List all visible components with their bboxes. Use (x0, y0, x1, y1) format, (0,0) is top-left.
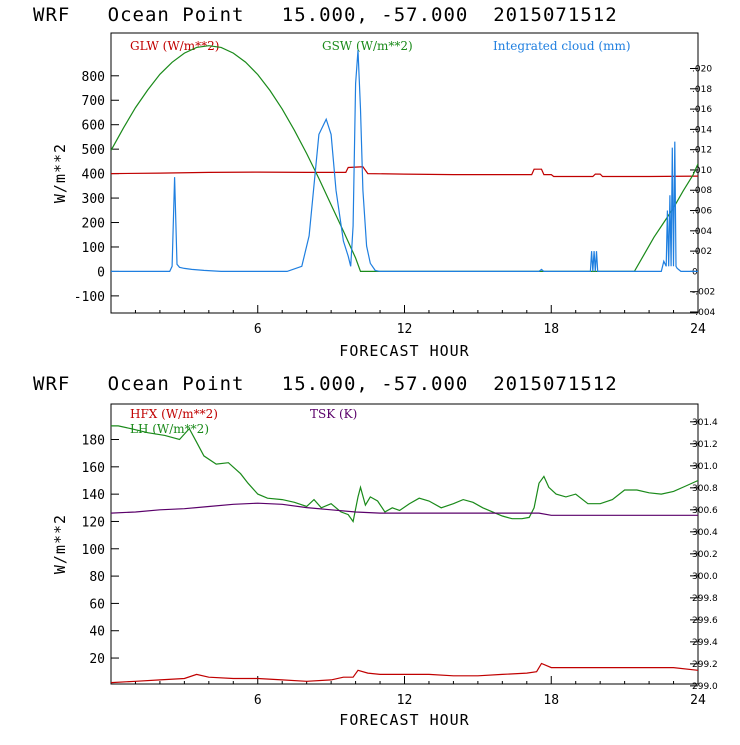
y2-tick-label: .004 (692, 227, 712, 237)
chart1-title: WRF Ocean Point 15.000, -57.000 20150715… (33, 4, 618, 26)
y-tick-label: 120 (82, 515, 105, 530)
y-tick-label: 100 (82, 543, 105, 558)
y-tick-label: 200 (82, 217, 105, 232)
x-tick-label: 12 (397, 693, 413, 708)
x-tick-label: 12 (397, 322, 413, 337)
y2-tick-label: 299.6 (692, 616, 718, 626)
chart1-series-0-line (111, 166, 698, 178)
chart2-legend-entry: HFX (W/m**2) (130, 407, 218, 421)
x-tick-label: 18 (543, 693, 559, 708)
y-tick-label: 600 (82, 119, 105, 134)
x-tick-label: 24 (690, 693, 706, 708)
y-tick-label: 400 (82, 168, 105, 183)
x-tick-label: 18 (543, 322, 559, 337)
chart1-legend-entry: Integrated cloud (mm) (493, 39, 631, 53)
chart1-legend-entry: GSW (W/m**2) (322, 39, 413, 53)
y2-tick-label: .016 (692, 105, 712, 115)
y2-tick-label: 300.8 (692, 484, 718, 494)
y2-tick-label: 301.2 (692, 440, 718, 450)
y-tick-label: 140 (82, 488, 105, 503)
chart1-series-1-line (111, 45, 698, 272)
y-tick-label: 800 (82, 70, 105, 85)
y2-tick-label: .018 (692, 85, 712, 95)
y2-tick-label: 300.6 (692, 506, 718, 516)
chart2-x-axis-label: FORECAST HOUR (339, 711, 469, 729)
y2-tick-label: 301.4 (692, 418, 718, 428)
y2-tick-label: .012 (692, 146, 712, 156)
y2-tick-label: 299.0 (692, 682, 718, 692)
y2-tick-label: 299.2 (692, 660, 718, 670)
y-tick-label: 60 (89, 597, 105, 612)
chart1-legend-entry: GLW (W/m**2) (130, 39, 219, 53)
chart2-series-2-line (111, 502, 698, 516)
y2-tick-label: 301.0 (692, 462, 718, 472)
y2-tick-label: 300.0 (692, 572, 718, 582)
chart2: 6 12 18 24 20 40 60 80 100 120 140 160 180 299.0 299.2… (51, 403, 718, 729)
y2-tick-label: .014 (692, 125, 712, 135)
y-tick-label: 0 (97, 265, 105, 280)
y2-tick-label: 299.8 (692, 594, 718, 604)
chart1-series-2-line (111, 50, 698, 272)
y2-tick-label: 299.4 (692, 638, 718, 648)
y2-tick-label: .020 (692, 65, 712, 75)
y2-tick-label: 300.2 (692, 550, 718, 560)
y2-tick-label: .008 (692, 186, 712, 196)
x-tick-label: 6 (254, 693, 262, 708)
x-tick-label: 24 (690, 322, 706, 337)
y-tick-label: 100 (82, 241, 105, 256)
y-tick-label: 300 (82, 192, 105, 207)
chart2-series-0-line (111, 662, 698, 684)
chart1-y-axis-label: W/m**2 (51, 143, 69, 203)
y2-tick-label: .002 (692, 247, 712, 257)
y-tick-label: 500 (82, 143, 105, 158)
y2-tick-label: .010 (692, 166, 712, 176)
chart1: 6 12 18 24 -100 0 100 200 300 400 500 600 700 800 -.00… (51, 32, 716, 360)
y2-tick-label: -.004 (692, 308, 716, 318)
y-tick-label: 180 (82, 434, 105, 449)
chart2-legend-entry: LH (W/m**2) (130, 422, 209, 436)
y-tick-label: 80 (89, 570, 105, 585)
chart2-y-axis-label: W/m**2 (51, 514, 69, 574)
y-tick-label: -100 (74, 290, 105, 305)
chart2-legend-entry: TSK (K) (310, 407, 357, 421)
chart2-title: WRF Ocean Point 15.000, -57.000 20150715… (33, 373, 618, 395)
y-tick-label: 160 (82, 461, 105, 476)
x-tick-label: 6 (254, 322, 262, 337)
y2-tick-label: 0 (692, 267, 698, 277)
chart1-x-axis-label: FORECAST HOUR (339, 342, 469, 360)
chart2-series-1-line (111, 425, 698, 523)
y2-tick-label: 300.4 (692, 528, 718, 538)
y-tick-label: 40 (89, 625, 105, 640)
y-tick-label: 700 (82, 94, 105, 109)
y2-tick-label: -.002 (692, 288, 715, 298)
y-tick-label: 20 (89, 652, 105, 667)
y2-tick-label: .006 (692, 207, 712, 217)
